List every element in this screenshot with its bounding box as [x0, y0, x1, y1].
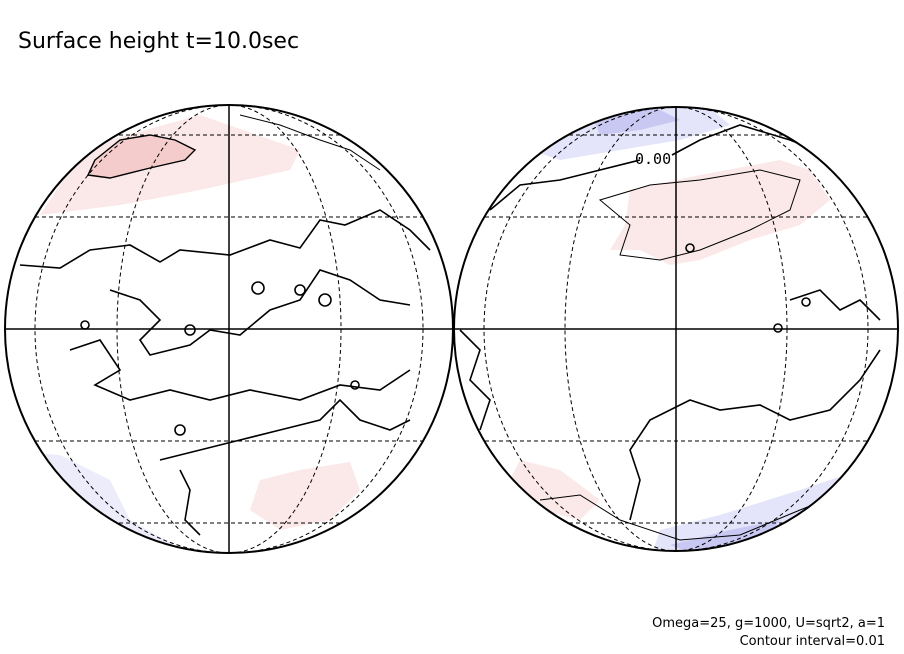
contour: [789, 289, 881, 321]
positive-region: [250, 462, 360, 530]
contour: [174, 424, 186, 436]
contour: [19, 209, 431, 269]
contour: [801, 297, 811, 307]
contour: [773, 323, 783, 333]
title: Surface height t=10.0sec: [18, 29, 299, 54]
contour: [109, 269, 411, 356]
caption: Contour interval=0.01: [740, 634, 885, 649]
contour: [685, 243, 695, 253]
negative-region: [5, 450, 200, 553]
contour: [239, 114, 381, 171]
contour: [539, 489, 851, 541]
contour: [184, 324, 196, 336]
contour: [459, 329, 491, 431]
contour: [629, 349, 881, 521]
contour: [80, 320, 90, 330]
contour: [251, 281, 265, 295]
left-globe: [5, 105, 453, 553]
contour: [318, 293, 332, 307]
positive-region: [86, 134, 197, 179]
contour: [294, 284, 306, 296]
contour: [598, 169, 801, 261]
contour-label: 0.00: [635, 150, 671, 168]
positive-region: [610, 160, 830, 265]
caption: Omega=25, g=1000, U=sqrt2, a=1: [652, 616, 885, 631]
globe-outline: [453, 106, 899, 552]
contour: [159, 398, 411, 461]
contour: [179, 469, 201, 536]
positive-region: [510, 460, 600, 520]
right-globe: [454, 107, 898, 551]
contour: [69, 339, 411, 401]
positive-region: [40, 115, 300, 215]
contour: [350, 380, 360, 390]
